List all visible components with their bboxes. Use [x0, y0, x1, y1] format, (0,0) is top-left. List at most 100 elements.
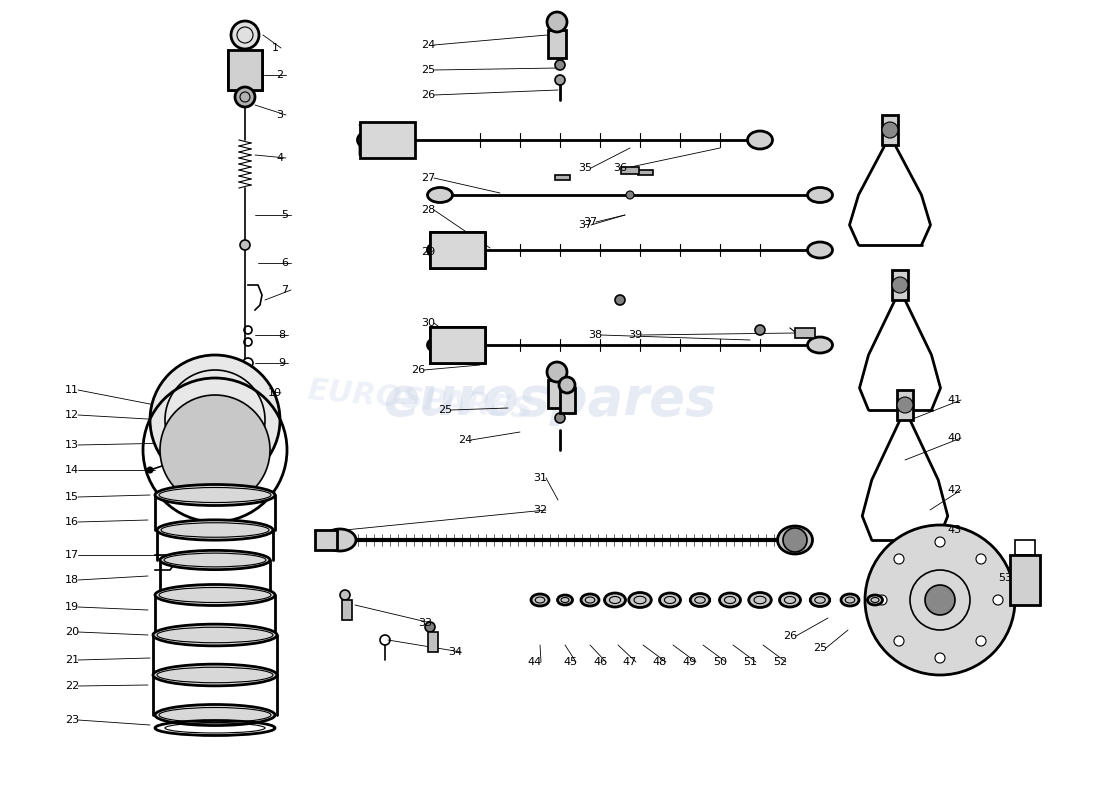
Ellipse shape: [531, 594, 549, 606]
Text: 33: 33: [418, 618, 432, 628]
Text: 29: 29: [421, 247, 436, 257]
Circle shape: [160, 395, 270, 505]
Text: 37: 37: [578, 220, 592, 230]
Bar: [360, 122, 415, 158]
Bar: [795, 328, 815, 338]
Text: 16: 16: [65, 517, 79, 527]
Text: 31: 31: [534, 473, 547, 483]
Text: 15: 15: [65, 492, 79, 502]
Circle shape: [240, 240, 250, 250]
Circle shape: [547, 362, 567, 382]
Text: 52: 52: [773, 657, 788, 667]
Bar: [430, 327, 485, 363]
Circle shape: [556, 75, 565, 85]
Circle shape: [340, 590, 350, 600]
Circle shape: [150, 355, 280, 485]
Text: 36: 36: [613, 163, 627, 173]
Circle shape: [235, 87, 255, 107]
Bar: [882, 115, 898, 145]
Circle shape: [243, 358, 253, 368]
Text: 38: 38: [587, 330, 602, 340]
Ellipse shape: [807, 242, 833, 258]
Text: 10: 10: [268, 388, 282, 398]
Circle shape: [755, 325, 764, 335]
Circle shape: [925, 585, 955, 615]
Circle shape: [935, 653, 945, 663]
Ellipse shape: [868, 595, 882, 605]
Text: 2: 2: [276, 70, 284, 80]
Text: EUROSPARES: EUROSPARES: [306, 376, 535, 424]
Ellipse shape: [157, 520, 273, 540]
Circle shape: [865, 525, 1015, 675]
Ellipse shape: [558, 595, 572, 605]
Text: 8: 8: [278, 330, 286, 340]
Text: 17: 17: [65, 550, 79, 560]
Text: 43: 43: [948, 525, 962, 535]
Text: 22: 22: [65, 681, 79, 691]
Ellipse shape: [749, 593, 771, 607]
Circle shape: [894, 636, 904, 646]
Bar: [548, 30, 566, 58]
Ellipse shape: [807, 187, 833, 202]
Circle shape: [615, 295, 625, 305]
Circle shape: [882, 122, 898, 138]
Bar: [1015, 540, 1035, 555]
Text: 7: 7: [282, 285, 288, 295]
Text: 47: 47: [623, 657, 637, 667]
Text: 28: 28: [421, 205, 436, 215]
Ellipse shape: [155, 705, 275, 726]
Text: 30: 30: [421, 318, 434, 328]
Text: 11: 11: [65, 385, 79, 395]
Text: 25: 25: [813, 643, 827, 653]
Ellipse shape: [629, 593, 651, 607]
Circle shape: [147, 467, 153, 473]
Ellipse shape: [780, 593, 801, 607]
Text: 37: 37: [583, 217, 597, 227]
Ellipse shape: [660, 593, 681, 607]
Circle shape: [556, 60, 565, 70]
Text: 21: 21: [65, 655, 79, 665]
Bar: [621, 167, 639, 174]
Circle shape: [231, 21, 258, 49]
Text: 32: 32: [532, 505, 547, 515]
Ellipse shape: [807, 337, 833, 353]
Text: 45: 45: [563, 657, 578, 667]
Ellipse shape: [691, 594, 710, 606]
Text: 9: 9: [278, 358, 286, 368]
Ellipse shape: [153, 664, 277, 686]
Bar: [638, 170, 653, 175]
Circle shape: [935, 537, 945, 547]
Text: 23: 23: [65, 715, 79, 725]
Ellipse shape: [719, 593, 740, 607]
Text: eurospares: eurospares: [383, 374, 717, 426]
Circle shape: [559, 377, 575, 393]
Bar: [892, 270, 907, 300]
Circle shape: [243, 375, 253, 385]
Ellipse shape: [748, 131, 772, 149]
Text: 34: 34: [448, 647, 462, 657]
Circle shape: [547, 12, 567, 32]
Text: 41: 41: [948, 395, 962, 405]
Text: 24: 24: [458, 435, 472, 445]
Text: 42: 42: [948, 485, 962, 495]
Text: 27: 27: [421, 173, 436, 183]
Ellipse shape: [155, 585, 275, 606]
Text: 49: 49: [683, 657, 697, 667]
Ellipse shape: [358, 131, 383, 149]
Ellipse shape: [581, 594, 600, 606]
Text: 25: 25: [438, 405, 452, 415]
Bar: [896, 390, 913, 420]
Bar: [556, 175, 570, 180]
Text: 26: 26: [783, 631, 798, 641]
Circle shape: [877, 595, 887, 605]
Text: 50: 50: [713, 657, 727, 667]
Ellipse shape: [605, 593, 626, 607]
Text: 14: 14: [65, 465, 79, 475]
Bar: [342, 600, 352, 620]
Text: 24: 24: [421, 40, 436, 50]
Bar: [428, 632, 438, 652]
Text: 20: 20: [65, 627, 79, 637]
Text: 40: 40: [948, 433, 962, 443]
Bar: [315, 530, 337, 550]
Bar: [1010, 555, 1040, 605]
